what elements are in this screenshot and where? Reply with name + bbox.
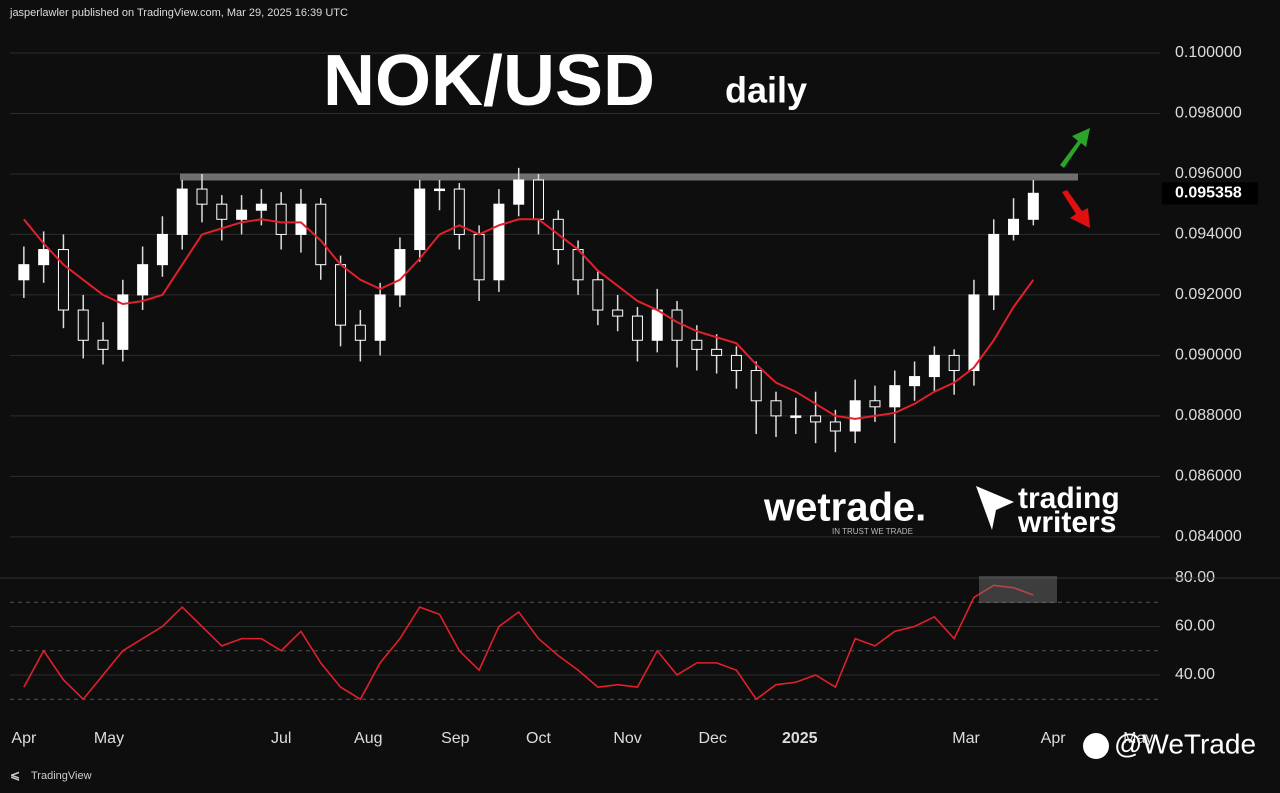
- tv-icon: ⩽: [10, 768, 20, 782]
- x-tick-label: 2025: [782, 730, 818, 747]
- candle-body: [968, 294, 980, 372]
- candle-body: [790, 415, 802, 418]
- candle-body: [829, 421, 841, 432]
- x-tick-label: Jul: [271, 730, 291, 747]
- candle-body: [18, 264, 30, 281]
- candle-body: [434, 188, 446, 192]
- candle-body: [295, 203, 307, 235]
- x-tick-label: Oct: [526, 730, 551, 747]
- candle-body: [117, 294, 129, 350]
- moving-average: [23, 218, 1035, 420]
- candle-body: [374, 294, 386, 341]
- x-tick-label: Sep: [441, 730, 470, 747]
- candle-body: [513, 179, 525, 205]
- candle-body: [948, 354, 960, 372]
- candle-body: [671, 309, 683, 341]
- candle-body: [592, 279, 604, 311]
- candle-body: [473, 233, 485, 281]
- candle-body: [196, 188, 208, 205]
- candle-body: [255, 203, 267, 211]
- candle-body: [869, 400, 881, 408]
- candle-body: [1027, 192, 1039, 220]
- candle-body: [651, 309, 663, 341]
- tw-logo-1: trading: [1018, 482, 1120, 515]
- y-tick-label: 0.096000: [1175, 165, 1242, 182]
- candle-body: [38, 249, 50, 266]
- fb-icon: [1083, 733, 1109, 759]
- y-tick-label: 0.098000: [1175, 105, 1242, 122]
- candle-body: [909, 376, 921, 387]
- last-price-label: 0.095358: [1175, 185, 1242, 202]
- tw-icon: [976, 486, 1014, 530]
- header: jasperlawler published on TradingView.co…: [9, 7, 348, 19]
- y-tick-label: 0.084000: [1175, 528, 1242, 545]
- plot: 0.100000 0.098000 0.096000 0.094000 0.092000…: [0, 44, 1280, 747]
- candle-body: [354, 324, 366, 341]
- candle-body: [394, 249, 406, 296]
- tw-logo-2: writers: [1017, 506, 1116, 539]
- x-tick-label: Apr: [11, 730, 37, 747]
- x-tick-label: Nov: [613, 730, 641, 747]
- candle-body: [57, 249, 69, 311]
- down-arrow: [1062, 190, 1090, 228]
- candle-body: [156, 233, 168, 266]
- candle-body: [691, 339, 703, 350]
- y-tick-label: 40.00: [1175, 666, 1215, 683]
- candle-body: [711, 348, 723, 356]
- candle-body: [414, 188, 426, 251]
- up-arrow: [1060, 128, 1090, 168]
- rsi-line: [23, 584, 1034, 701]
- candle-body: [176, 188, 188, 235]
- last-price-box: [1162, 182, 1258, 205]
- y-tick-label: 0.100000: [1175, 44, 1242, 61]
- y-tick-label: 0.088000: [1175, 407, 1242, 424]
- candle-body: [493, 203, 505, 281]
- candle-body: [275, 203, 287, 235]
- candle-body: [216, 203, 228, 220]
- candle-body: [532, 179, 544, 220]
- x-tick-label: May: [1123, 730, 1153, 747]
- watermark: @WeTrade: [1114, 728, 1256, 759]
- candle-body: [988, 233, 1000, 296]
- candle-body: [631, 315, 643, 341]
- candle-body: [730, 354, 742, 372]
- y-tick-label: 0.092000: [1175, 286, 1242, 303]
- candle-body: [97, 339, 109, 350]
- candle-body: [889, 385, 901, 408]
- y-tick-label: 0.094000: [1175, 226, 1242, 243]
- candle-body: [335, 264, 347, 326]
- candle-body: [1008, 218, 1020, 235]
- candle-body: [137, 264, 149, 296]
- wetrade-tagline: IN TRUST WE TRADE: [832, 527, 913, 536]
- candle-body: [236, 209, 248, 220]
- y-tick-label: 60.00: [1175, 618, 1215, 635]
- candle-body: [750, 370, 762, 402]
- x-tick-label: Aug: [354, 730, 382, 747]
- candle-body: [315, 203, 327, 266]
- candle-body: [77, 309, 89, 341]
- x-tick-label: Dec: [698, 730, 726, 747]
- chart-title: NOK/USD: [323, 41, 655, 121]
- candle-body: [612, 309, 624, 317]
- candle-body: [810, 415, 822, 423]
- y-tick-label: 0.090000: [1175, 347, 1242, 364]
- x-tick-label: Apr: [1041, 730, 1067, 747]
- x-tick-label: May: [94, 730, 124, 747]
- candle-body: [928, 354, 940, 378]
- wetrade-logo: wetrade.: [763, 486, 926, 530]
- chart-subtitle: daily: [725, 70, 807, 111]
- footer: TradingView: [31, 770, 92, 782]
- candle-body: [453, 188, 465, 235]
- candle-body: [770, 400, 782, 417]
- rsi-highlight: [979, 576, 1057, 603]
- candle-body: [849, 400, 861, 432]
- x-tick-label: Mar: [952, 730, 980, 747]
- y-tick-label: 0.086000: [1175, 468, 1242, 485]
